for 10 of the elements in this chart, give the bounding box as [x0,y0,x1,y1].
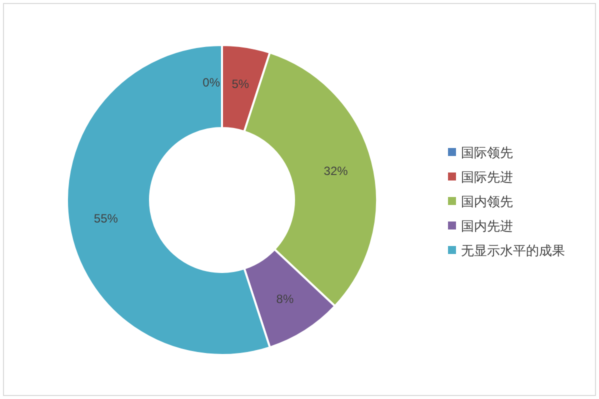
legend-label: 无显示水平的成果 [461,243,565,258]
legend-label: 国内先进 [461,218,513,234]
legend-label: 国内领先 [461,194,513,209]
data-label: 5% [232,76,250,91]
legend-label: 国际领先 [461,145,513,160]
text: 0% [202,76,220,90]
data-label: 55% [94,211,118,226]
legend-label: 国际先进 [461,170,513,184]
data-label: 8% [276,292,294,306]
data-label: 32% [324,164,348,178]
